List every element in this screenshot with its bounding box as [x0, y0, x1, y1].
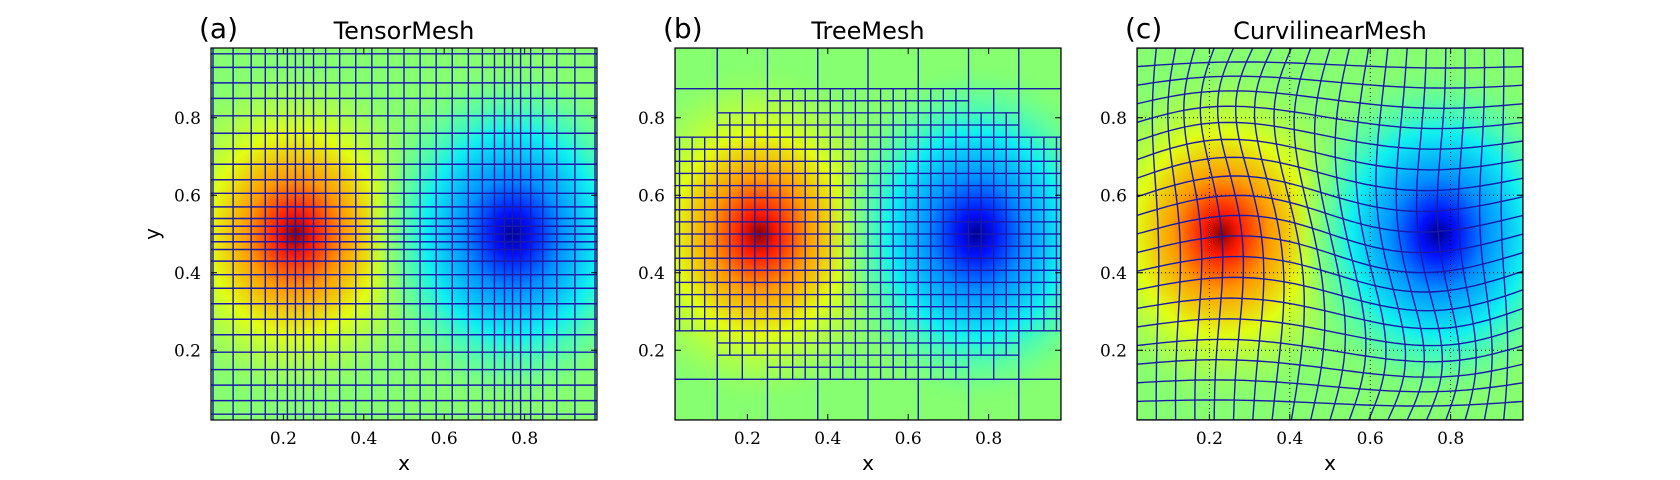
mesh-curve-horizontal [1137, 156, 1523, 192]
mesh-curve-vertical [1354, 48, 1387, 420]
tensor-mesh [211, 48, 597, 420]
panel-label: (b) [663, 12, 703, 45]
x-tick-label: 0.2 [270, 429, 297, 449]
panel-tensormesh: 0.2 0.4 0.6 0.8 0.2 0.4 0.6 0.8 (a) TensorMesh… [140, 12, 598, 475]
y-tick-label: 0.4 [1100, 264, 1127, 284]
field-heatmap [1137, 48, 1523, 420]
x-tick-label: 0.2 [734, 429, 761, 449]
mesh-curve-horizontal [1137, 61, 1523, 69]
x-tick-label: 0.2 [1196, 429, 1223, 449]
mesh-curve-horizontal [1137, 90, 1523, 110]
axes-frame [1136, 47, 1524, 421]
y-tick-label: 0.6 [1100, 186, 1127, 206]
panel-treemesh: 0.2 0.4 0.6 0.8 0.2 0.4 0.6 0.8 (b) TreeMesh x [638, 12, 1062, 475]
x-tick-label: 0.8 [1437, 429, 1464, 449]
x-axis-label: x [1324, 451, 1336, 475]
mesh-curve-horizontal [1137, 214, 1523, 254]
y-tick-label: 0.8 [1100, 109, 1127, 129]
x-tick-label: 0.6 [431, 429, 458, 449]
chart-title: TreeMesh [810, 17, 924, 45]
y-tick-label: 0.4 [174, 264, 201, 284]
panel-curvilinearmesh: 0.2 0.4 0.6 0.8 0.2 0.4 0.6 0.8 (c) Curvilinea… [1100, 12, 1524, 475]
mesh-curve-horizontal [1137, 105, 1523, 130]
x-tick-label: 0.6 [895, 429, 922, 449]
curvilinear-mesh [1137, 48, 1523, 420]
y-tick-label: 0.6 [638, 186, 665, 206]
mesh-curve-vertical [1395, 48, 1426, 420]
chart-title: CurvilinearMesh [1233, 17, 1427, 45]
mesh-curve-horizontal [1137, 138, 1523, 171]
y-tick-label: 0.2 [174, 341, 201, 361]
mesh-curve-vertical [1500, 48, 1509, 420]
mesh-curve-horizontal [1137, 175, 1523, 213]
field-heatmap [211, 48, 597, 420]
panel-label: (a) [199, 12, 238, 45]
tree-mesh [675, 48, 1061, 420]
negative-source-blob [1288, 59, 1523, 409]
mesh-curve-vertical [1334, 48, 1367, 420]
x-tick-label: 0.6 [1357, 429, 1384, 449]
mesh-curve-vertical [1415, 48, 1444, 420]
x-tick-label: 0.4 [814, 429, 841, 449]
chart-title: TensorMesh [333, 17, 475, 45]
y-tick-label: 0.2 [638, 341, 665, 361]
x-tick-label: 0.4 [1276, 429, 1303, 449]
y-tick-label: 0.4 [638, 264, 665, 284]
y-axis-label: y [140, 228, 164, 240]
mesh-cell [1018, 48, 1061, 90]
mesh-curve-vertical [1436, 48, 1461, 420]
mesh-curve-vertical [1457, 48, 1477, 420]
axes-frame [674, 47, 1062, 421]
mesh-curve-vertical [1478, 48, 1493, 420]
x-axis-label: x [862, 451, 874, 475]
y-tick-label: 0.8 [174, 109, 201, 129]
mesh-curve-horizontal [1137, 75, 1523, 89]
y-tick-label: 0.8 [638, 109, 665, 129]
field-heatmap [675, 48, 1061, 420]
mesh-curve-horizontal [1137, 121, 1523, 150]
panel-label: (c) [1125, 12, 1162, 45]
x-tick-label: 0.4 [350, 429, 377, 449]
mesh-curve-vertical [1375, 48, 1407, 420]
x-tick-label: 0.8 [511, 429, 538, 449]
y-tick-label: 0.6 [174, 186, 201, 206]
x-tick-label: 0.8 [975, 429, 1002, 449]
mesh-curve-horizontal [1137, 194, 1523, 233]
axes-frame [210, 47, 598, 421]
y-tick-label: 0.2 [1100, 341, 1127, 361]
x-axis-label: x [398, 451, 410, 475]
